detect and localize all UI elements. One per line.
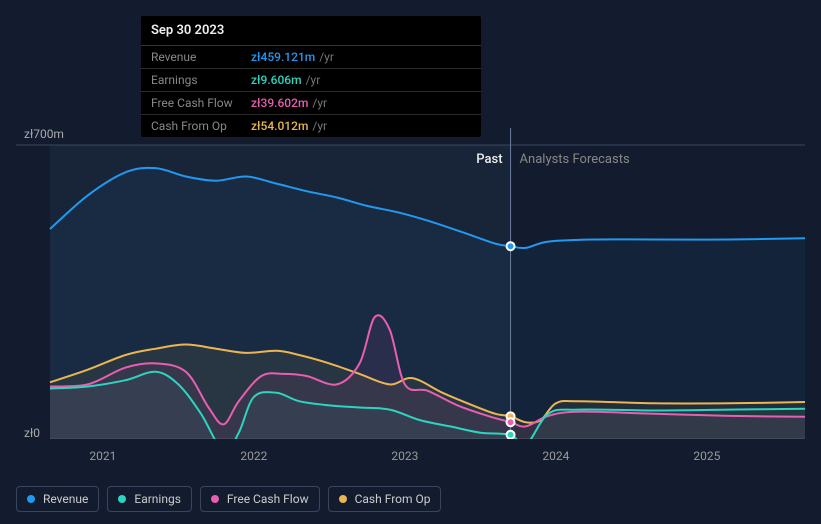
- tooltip-metric-value: zł9.606m: [251, 73, 302, 87]
- hover-dot-revenue: [507, 242, 515, 250]
- legend: Revenue Earnings Free Cash Flow Cash From O…: [16, 486, 441, 512]
- legend-item[interactable]: Free Cash Flow: [200, 486, 320, 512]
- chart-area[interactable]: [16, 128, 805, 439]
- hover-dot-fcf: [507, 418, 515, 426]
- legend-label: Earnings: [134, 492, 181, 506]
- tooltip-row: Revenuezł459.121m/yr: [141, 46, 481, 69]
- section-label-forecast: Analysts Forecasts: [520, 152, 630, 167]
- tooltip-row: Cash From Opzł54.012m/yr: [141, 115, 481, 137]
- tooltip-metric-label: Revenue: [151, 50, 251, 64]
- tooltip-metric-unit: /yr: [306, 73, 321, 87]
- x-axis-label: 2021: [89, 449, 116, 463]
- chart-tooltip: Sep 30 2023 Revenuezł459.121m/yrEarnings…: [141, 16, 481, 137]
- legend-item[interactable]: Earnings: [107, 486, 192, 512]
- x-axis-label: 2022: [240, 449, 267, 463]
- tooltip-metric-label: Free Cash Flow: [151, 96, 251, 110]
- legend-dot-icon: [118, 495, 126, 503]
- x-axis: 2021 2022 2023 2024 2025: [16, 449, 805, 469]
- legend-item[interactable]: Revenue: [16, 486, 99, 512]
- tooltip-row: Free Cash Flowzł39.602m/yr: [141, 92, 481, 115]
- tooltip-row: Earningszł9.606m/yr: [141, 69, 481, 92]
- tooltip-metric-value: zł54.012m: [251, 119, 308, 133]
- legend-label: Cash From Op: [355, 492, 431, 506]
- x-axis-label: 2024: [542, 449, 569, 463]
- x-axis-label: 2025: [693, 449, 720, 463]
- legend-label: Revenue: [43, 492, 88, 506]
- legend-dot-icon: [27, 495, 35, 503]
- tooltip-metric-label: Earnings: [151, 73, 251, 87]
- legend-label: Free Cash Flow: [227, 492, 309, 506]
- tooltip-metric-value: zł39.602m: [251, 96, 308, 110]
- tooltip-date: Sep 30 2023: [141, 16, 481, 46]
- hover-dot-earnings: [507, 431, 515, 439]
- tooltip-metric-value: zł459.121m: [251, 50, 315, 64]
- legend-dot-icon: [211, 495, 219, 503]
- section-label-past: Past: [476, 152, 502, 167]
- tooltip-metric-unit: /yr: [312, 96, 327, 110]
- legend-item[interactable]: Cash From Op: [328, 486, 442, 512]
- legend-dot-icon: [339, 495, 347, 503]
- tooltip-metric-label: Cash From Op: [151, 119, 251, 133]
- x-axis-label: 2023: [391, 449, 418, 463]
- tooltip-metric-unit: /yr: [312, 119, 327, 133]
- tooltip-metric-unit: /yr: [319, 50, 334, 64]
